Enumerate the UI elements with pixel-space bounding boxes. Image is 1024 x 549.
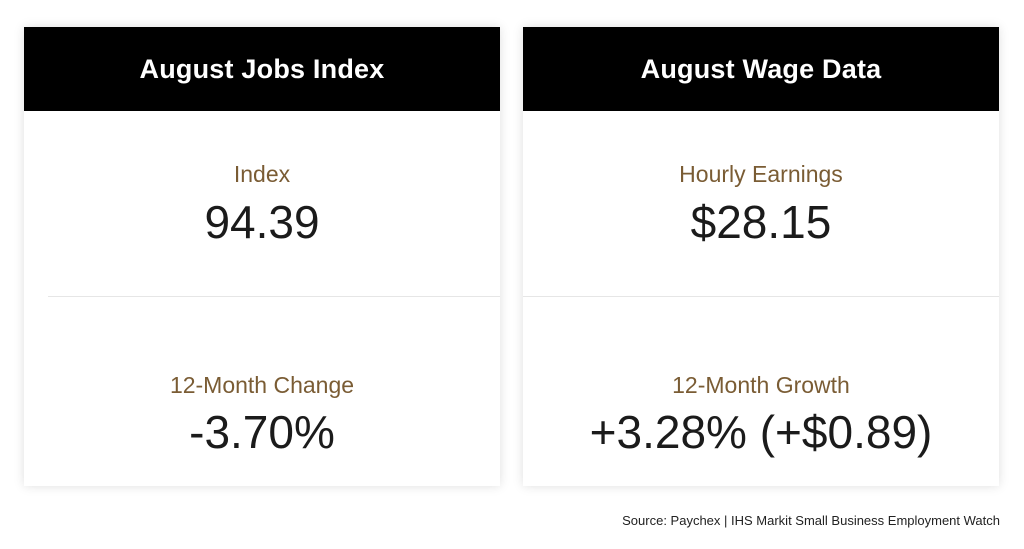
divider <box>48 296 500 297</box>
change-label: 12-Month Change <box>169 372 355 398</box>
growth-section: 12-Month Growth +3.28% (+$0.89) <box>523 297 999 486</box>
change-value: -3.70% <box>189 406 335 458</box>
card-title: August Wage Data <box>523 27 999 111</box>
wage-data-card: August Wage Data Hourly Earnings $28.15 … <box>523 27 999 486</box>
index-value: 94.39 <box>204 196 320 248</box>
index-label: Index <box>233 161 291 187</box>
hourly-earnings-value: $28.15 <box>690 196 832 248</box>
source-note: Source: Paychex | IHS Markit Small Busin… <box>622 513 1000 528</box>
growth-label: 12-Month Growth <box>672 372 850 398</box>
index-section: Index 94.39 <box>24 111 500 297</box>
growth-value: +3.28% (+$0.89) <box>589 406 933 458</box>
hourly-earnings-label: Hourly Earnings <box>679 161 843 187</box>
change-section: 12-Month Change -3.70% <box>24 297 500 486</box>
divider <box>523 296 999 297</box>
hourly-earnings-section: Hourly Earnings $28.15 <box>523 111 999 297</box>
jobs-index-card: August Jobs Index Index 94.39 12-Month C… <box>24 27 500 486</box>
card-title: August Jobs Index <box>24 27 500 111</box>
